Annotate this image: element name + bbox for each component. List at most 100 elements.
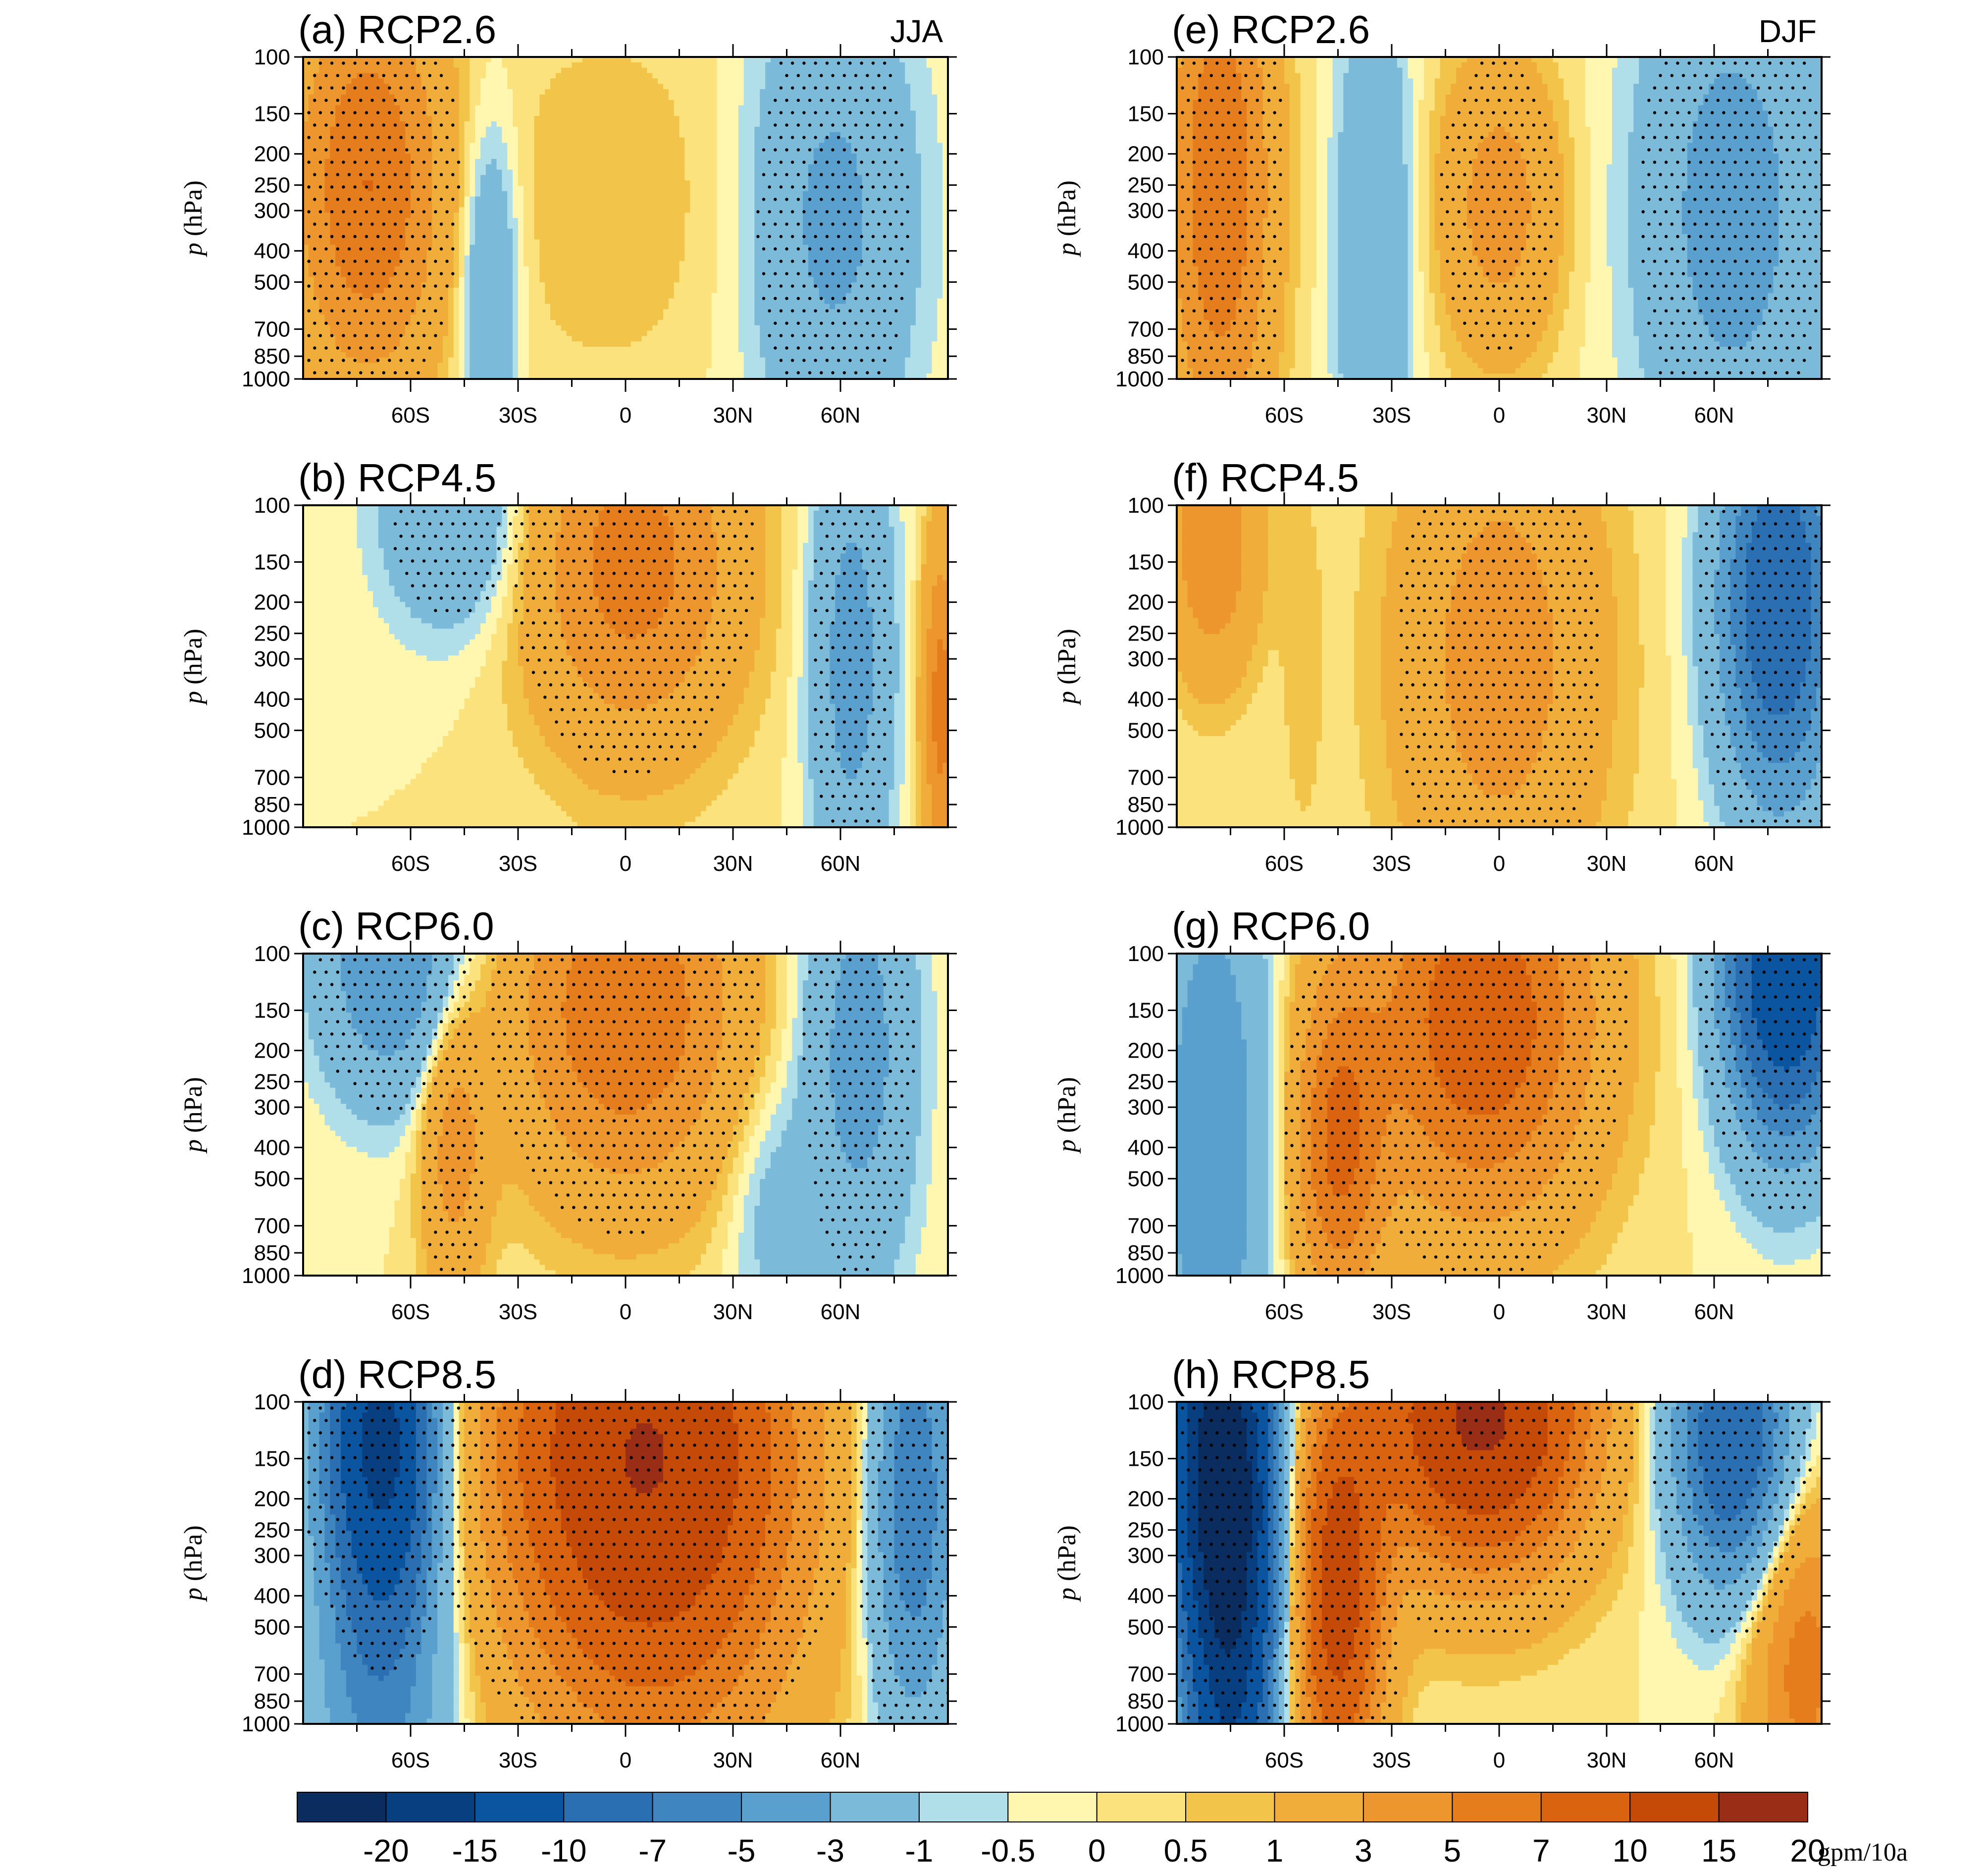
x-tick-label: 60S: [1265, 852, 1304, 876]
colorbar-label: -3: [816, 1833, 844, 1869]
y-tick-label: 1000: [1115, 1712, 1164, 1736]
y-tick-label: 150: [1128, 998, 1164, 1022]
y-tick-label: 200: [1128, 142, 1164, 166]
colorbar-swatch: [1719, 1792, 1808, 1822]
panel-title-g: (g) RCP6.0: [1172, 904, 1370, 948]
y-tick-label: 200: [254, 142, 290, 166]
y-tick-label: 300: [254, 1095, 290, 1120]
y-tick-label: 250: [254, 1518, 290, 1543]
y-tick-label: 850: [1128, 1241, 1164, 1265]
contour-field-e: [1177, 57, 1822, 379]
x-tick-label: 30S: [499, 1748, 537, 1772]
y-tick-label: 150: [254, 550, 290, 574]
colorbar-label: 0: [1088, 1833, 1106, 1869]
contour-field-d: [303, 1402, 948, 1724]
y-tick-label: 850: [254, 793, 290, 817]
y-axis-label: p (hPa): [179, 629, 208, 706]
x-tick-label: 30N: [1587, 403, 1627, 428]
y-tick-label: 250: [254, 1070, 290, 1094]
y-tick-label: 300: [254, 1544, 290, 1568]
y-tick-label: 300: [1128, 1095, 1164, 1120]
colorbar-swatch: [741, 1792, 830, 1822]
y-tick-label: 700: [1128, 765, 1164, 790]
panel-title-b: (b) RCP4.5: [298, 456, 496, 500]
x-tick-label: 0: [620, 1300, 631, 1324]
y-tick-label: 700: [1128, 1662, 1164, 1686]
x-tick-label: 30N: [713, 403, 753, 428]
y-tick-label: 150: [254, 1446, 290, 1471]
x-tick-label: 60S: [1265, 1300, 1304, 1324]
y-tick-label: 500: [254, 718, 290, 743]
y-axis-label: p (hPa): [179, 180, 208, 258]
x-tick-label: 60S: [391, 403, 430, 428]
colorbar-swatch: [1541, 1792, 1630, 1822]
y-tick-label: 400: [254, 687, 290, 711]
y-tick-label: 150: [1128, 102, 1164, 126]
y-tick-label: 850: [254, 1689, 290, 1713]
season-label-e: DJF: [1759, 13, 1817, 49]
y-tick-label: 850: [254, 344, 290, 369]
x-tick-label: 30N: [1587, 852, 1627, 876]
x-tick-label: 0: [1493, 403, 1505, 428]
y-tick-label: 500: [1128, 1167, 1164, 1191]
y-tick-label: 1000: [1115, 367, 1164, 391]
y-tick-label: 300: [1128, 647, 1164, 671]
y-tick-label: 400: [1128, 1584, 1164, 1608]
x-tick-label: 60S: [1265, 403, 1304, 428]
colorbar-swatch: [653, 1792, 741, 1822]
colorbar-label: -15: [452, 1833, 498, 1869]
x-tick-label: 0: [620, 403, 631, 428]
y-axis-label: p (hPa): [179, 1077, 208, 1154]
x-tick-label: 30S: [1372, 403, 1411, 428]
x-tick-label: 0: [620, 1748, 631, 1772]
y-tick-label: 1000: [1115, 815, 1164, 840]
y-axis-label: p (hPa): [179, 1525, 208, 1603]
y-tick-label: 150: [254, 998, 290, 1022]
x-tick-label: 30S: [499, 1300, 537, 1324]
y-tick-label: 850: [254, 1241, 290, 1265]
x-tick-label: 60N: [1694, 852, 1734, 876]
y-tick-label: 700: [254, 317, 290, 341]
colorbar-label: 1: [1266, 1833, 1284, 1869]
contour-field-h: [1177, 1402, 1822, 1724]
colorbar-swatch: [475, 1792, 564, 1822]
colorbar-label: -0.5: [981, 1833, 1035, 1869]
colorbar-unit: gpm/10a: [1818, 1838, 1908, 1867]
y-tick-label: 150: [1128, 1446, 1164, 1471]
colorbar-swatch: [919, 1792, 1008, 1822]
colorbar-swatch: [564, 1792, 652, 1822]
colorbar-label: 15: [1701, 1833, 1736, 1869]
x-tick-label: 60S: [391, 852, 430, 876]
y-tick-label: 850: [1128, 793, 1164, 817]
y-tick-label: 200: [254, 590, 290, 615]
contour-field-f: [1177, 505, 1822, 828]
x-tick-label: 30S: [1372, 852, 1411, 876]
y-tick-label: 200: [1128, 1039, 1164, 1063]
y-tick-label: 1000: [242, 815, 290, 840]
y-tick-label: 400: [254, 1135, 290, 1160]
colorbar-swatch: [831, 1792, 919, 1822]
panel-title-a: (a) RCP2.6: [298, 7, 496, 52]
colorbar-swatch: [386, 1792, 474, 1822]
y-tick-label: 150: [254, 102, 290, 126]
y-tick-label: 400: [254, 1584, 290, 1608]
y-tick-label: 1000: [242, 1712, 290, 1736]
y-tick-label: 300: [1128, 199, 1164, 223]
colorbar-label: -5: [728, 1833, 756, 1869]
x-tick-label: 30N: [1587, 1748, 1627, 1772]
y-tick-label: 1000: [242, 1264, 290, 1288]
y-tick-label: 700: [254, 1662, 290, 1686]
y-tick-label: 700: [1128, 317, 1164, 341]
contour-field-c: [303, 954, 948, 1276]
y-tick-label: 250: [1128, 173, 1164, 198]
panel-title-c: (c) RCP6.0: [298, 904, 494, 948]
y-tick-label: 300: [1128, 1544, 1164, 1568]
y-tick-label: 1000: [1115, 1264, 1164, 1288]
colorbar-swatch: [1186, 1792, 1274, 1822]
y-tick-label: 250: [1128, 1070, 1164, 1094]
